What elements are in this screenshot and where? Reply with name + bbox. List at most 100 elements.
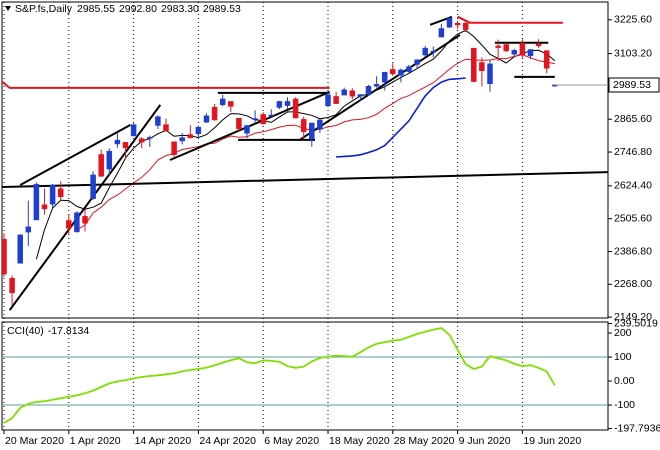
candle-body [390,69,396,75]
candle-body [462,23,469,30]
y-tick-label: 2746.80 [614,146,652,158]
candle-body [479,62,485,72]
cci-line [3,327,556,424]
candle-body [341,89,347,96]
candle-body [317,119,323,130]
candle-body [268,114,275,117]
x-tick-label: 20 Mar 2020 [5,435,64,447]
candle-body [373,84,380,87]
candle-body [25,226,32,233]
candle-body [276,101,283,108]
candle-body [292,98,299,119]
y-tick-label: 2149.20 [614,311,652,323]
price-box [608,77,660,93]
y-tick-label: 2624.40 [614,180,652,192]
price-box-label: 2989.53 [613,79,651,91]
candle-body [147,137,153,139]
candle-body [171,141,177,156]
trend-line [8,104,162,311]
candle-body [454,23,461,26]
candle-body [228,101,234,107]
x-tick-label: 9 Jun 2020 [459,435,511,447]
candle-body [90,174,96,199]
y-tick-label: 239.5019 [614,317,658,329]
candle-body [138,138,145,143]
candle-body [284,101,291,106]
candle-body [543,50,550,69]
candle-body [9,277,15,294]
candle-body [365,85,372,95]
candle-body [381,71,388,83]
candle-body [82,216,88,224]
y-tick-label: 3225.60 [614,14,652,26]
candle-body [503,44,509,52]
candle-body [422,47,428,56]
candle-body [430,50,437,53]
candle-body [74,212,80,233]
indicator-value: -17.8134 [48,325,90,337]
high-label: 2992.80 [119,3,157,15]
y-tick-label: 2505.60 [614,212,652,224]
candle-body [438,28,445,38]
candle-body [41,204,48,210]
trend-line [169,90,330,161]
candle-body [406,66,412,72]
axes: 20 Mar 2020 1 Apr 2020 14 Apr 2020 24 Apr 2… [3,14,660,447]
y-tick-label: -197.7936 [614,422,660,434]
candle-body [179,137,185,142]
candle-body [66,220,72,229]
candle-body [309,122,315,140]
candle-body [17,234,23,264]
candle-body [219,98,226,106]
candle-body [414,59,420,65]
candle-body [2,239,7,275]
candle-body [155,116,161,126]
candle-body [446,17,453,28]
x-tick-label: 24 Apr 2020 [199,435,256,447]
candle-body [333,96,339,104]
main-frame [1,1,609,319]
trend-line [2,171,608,189]
x-tick-label: 18 May 2020 [329,435,390,447]
candle-body [122,142,129,149]
open-label: 2985.55 [77,3,115,15]
low-label: 2983.30 [161,3,199,15]
y-tick-label: 2268.00 [614,278,652,290]
y-tick-label: 2865.60 [614,113,652,125]
candle-body [260,114,266,125]
candle-body [203,115,210,123]
y-tick-label: 100 [614,351,632,363]
candle-body [33,184,40,221]
candle-body [98,154,104,177]
main-plot [2,15,608,311]
indicator-line [35,29,556,260]
y-tick-label: 2386.80 [614,245,652,257]
x-tick-label: 28 May 2020 [394,435,455,447]
candle-body [495,45,501,48]
trend-line [2,80,330,89]
candle-body [195,126,202,135]
candle-body [236,118,242,130]
y-tick-label: 200 [614,327,632,339]
candle-body [114,139,121,145]
symbol: S&P.fs,Daily [15,3,73,15]
x-tick-label: 6 May 2020 [264,435,319,447]
y-tick-label: -100 [614,399,635,411]
candle-body [252,118,258,120]
candle-body [163,124,169,132]
indicator-name: CCI(40) [7,325,44,337]
candle-body [527,49,534,57]
candle-body [349,90,356,97]
cci-frame [1,321,609,431]
candle-body [57,188,64,197]
candle-body [300,119,307,133]
x-tick-label: 19 Jun 2020 [523,435,581,447]
trend-line [457,15,563,24]
candle-body [106,150,113,170]
candle-body [511,50,518,55]
menu-icon [5,6,11,11]
indicator-line [336,77,466,158]
candle-body [535,43,542,47]
cci-plot [2,327,608,424]
